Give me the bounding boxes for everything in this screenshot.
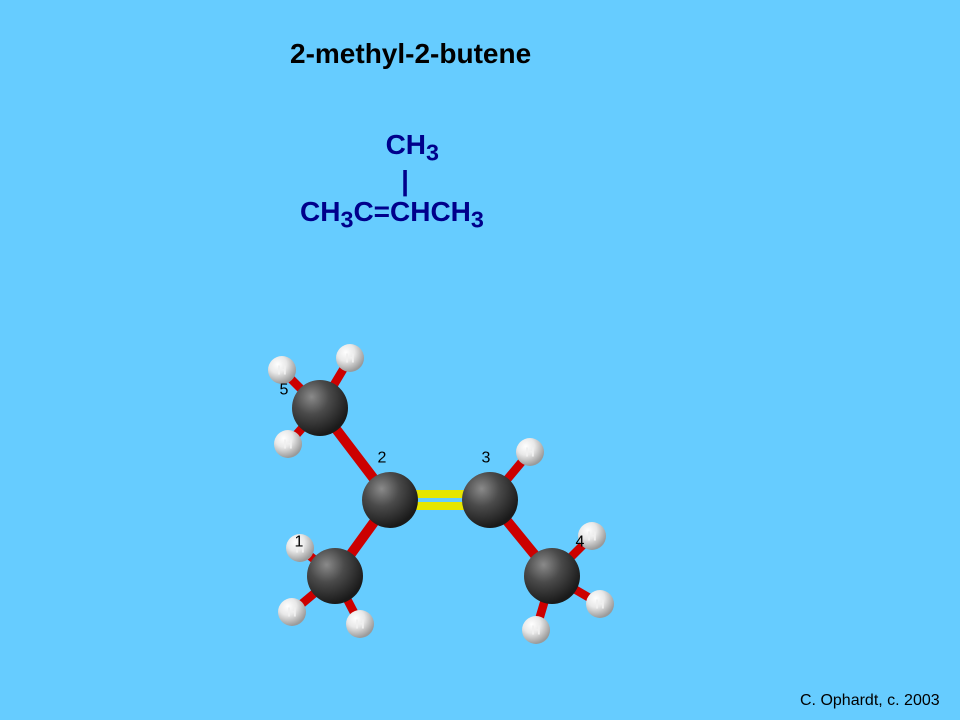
svg-text:3: 3 (482, 450, 491, 467)
molecule-3d: HHHHHHHHHH12345 (0, 0, 960, 720)
svg-text:H: H (277, 363, 286, 378)
svg-text:5: 5 (280, 382, 289, 399)
svg-text:H: H (595, 597, 604, 612)
svg-text:H: H (287, 605, 296, 620)
svg-text:H: H (345, 351, 354, 366)
svg-text:2: 2 (378, 450, 387, 467)
svg-text:H: H (587, 529, 596, 544)
svg-text:H: H (283, 437, 292, 452)
diagram-stage: 2-methyl-2-butene CH3 |CH3C=CHCH3 HHHHHH… (0, 0, 960, 720)
svg-text:H: H (531, 623, 540, 638)
svg-text:H: H (355, 617, 364, 632)
svg-text:1: 1 (295, 534, 304, 551)
credit-text: C. Ophardt, c. 2003 (800, 692, 940, 710)
svg-text:H: H (525, 445, 534, 460)
svg-text:4: 4 (576, 534, 585, 551)
